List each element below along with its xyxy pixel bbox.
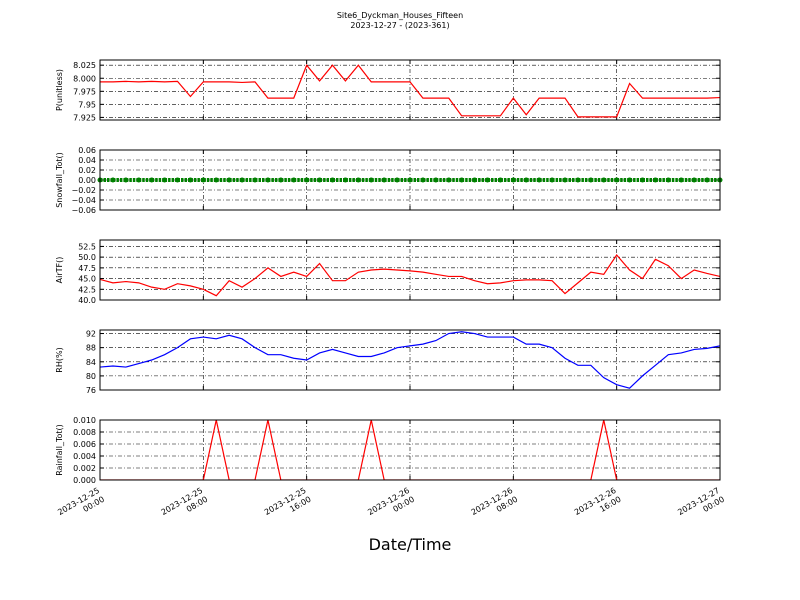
y-tick-label: 0.006	[73, 440, 96, 449]
y-tick-label: 8.025	[73, 61, 96, 70]
x-axis-label: Date/Time	[369, 535, 452, 554]
y-tick-label: 50.0	[78, 253, 96, 262]
x-tick-label: 2023-12-2700:00	[676, 486, 726, 526]
y-tick-label: 42.5	[78, 285, 96, 294]
chart-subtitle: 2023-12-27 - (2023-361)	[350, 21, 449, 30]
x-tick-label: 2023-12-2616:00	[573, 486, 623, 526]
plot-frame	[99, 419, 721, 481]
y-tick-label: 0.004	[73, 452, 96, 461]
y-tick-label: 76	[86, 386, 96, 395]
y-tick-label: 7.95	[78, 100, 96, 109]
y-tick-label: 40.0	[78, 296, 96, 305]
y-tick-label: 52.5	[78, 242, 96, 251]
data-line	[100, 331, 720, 389]
y-tick-label: 0.008	[73, 428, 96, 437]
y-tick-label: 84	[86, 358, 96, 367]
x-tick-label: 2023-12-2608:00	[470, 486, 520, 526]
y-tick-label: −0.04	[71, 196, 96, 205]
y-tick-label: −0.06	[71, 206, 96, 215]
plot-frame	[99, 59, 721, 121]
y-tick-label: 45.0	[78, 275, 96, 284]
y-axis-label: AirTF()	[55, 257, 64, 284]
data-line	[100, 64, 720, 118]
x-tick-label: 2023-12-2600:00	[366, 486, 416, 526]
y-tick-label: 8.000	[73, 74, 96, 83]
data-line	[100, 254, 720, 297]
x-tick-label: 2023-12-2516:00	[263, 486, 313, 526]
y-tick-label: 0.000	[73, 476, 96, 485]
y-tick-label: 0.04	[78, 156, 96, 165]
y-axis-label: P(unitless)	[55, 69, 64, 111]
plot-frame	[99, 329, 721, 391]
x-tick-label: 2023-12-2508:00	[160, 486, 210, 526]
plot-frame	[99, 149, 721, 211]
x-tick-label: 2023-12-2500:00	[56, 486, 106, 526]
y-tick-label: 0.02	[78, 166, 96, 175]
y-tick-label: 7.975	[73, 87, 96, 96]
chart-title: Site6_Dyckman_Houses_Fifteen	[337, 11, 463, 20]
y-tick-label: −0.02	[71, 186, 96, 195]
y-tick-label: 80	[86, 372, 96, 381]
y-axis-label: Snowfall_Tot()	[55, 152, 64, 208]
y-tick-label: 47.5	[78, 264, 96, 273]
y-axis-label: Rainfall_Tot()	[55, 424, 64, 476]
y-tick-label: 7.925	[73, 113, 96, 122]
plot-frame	[99, 239, 721, 301]
y-tick-label: 0.00	[78, 176, 96, 185]
y-axis-label: RH(%)	[55, 347, 64, 372]
y-tick-label: 92	[86, 330, 96, 339]
y-tick-label: 0.002	[73, 464, 96, 473]
y-tick-label: 0.06	[78, 146, 96, 155]
y-tick-label: 88	[86, 344, 96, 353]
y-tick-label: 0.010	[73, 416, 96, 425]
